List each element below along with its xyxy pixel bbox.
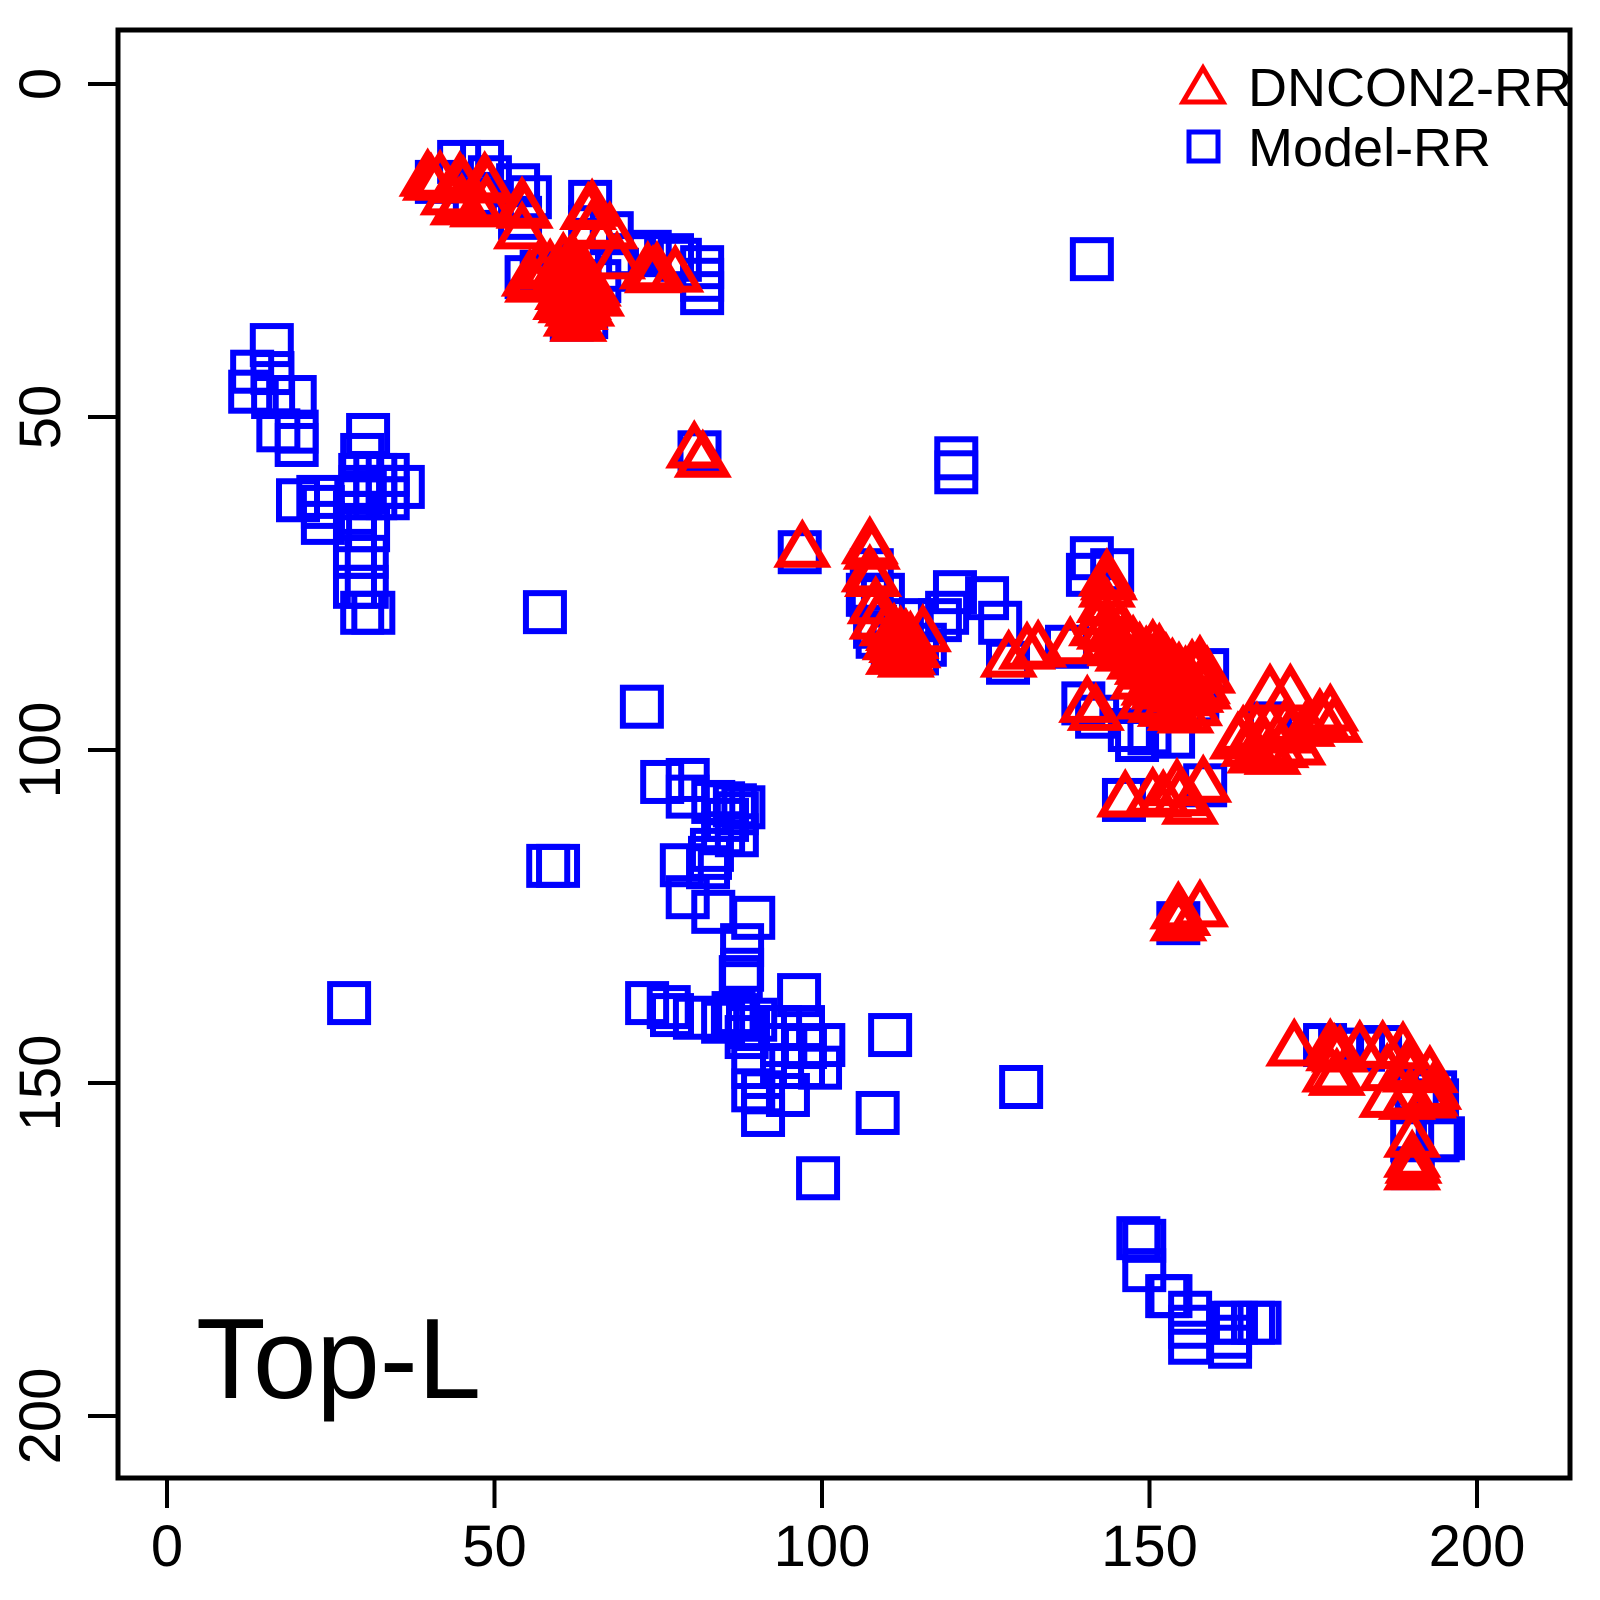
model-point (346, 508, 391, 553)
y-tick-label: 0 (8, 68, 73, 100)
dncon2-point (1164, 676, 1224, 727)
model-point (680, 271, 725, 316)
model-point (798, 1045, 843, 1090)
dncon2-point (673, 428, 732, 478)
model-point (327, 981, 372, 1026)
dncon2-point (1009, 618, 1068, 668)
model-point (344, 564, 389, 609)
dncon2-point (1170, 877, 1230, 928)
dncon2-point (1066, 681, 1125, 731)
legend: DNCON2-RR Model-RR (1178, 58, 1572, 178)
model-point (522, 590, 567, 635)
dncon2-point (1150, 766, 1209, 817)
model-point (741, 1092, 786, 1137)
model-point (659, 843, 704, 888)
model-point (650, 993, 695, 1038)
dncon2-point (1153, 886, 1212, 936)
dncon2-point (492, 199, 552, 250)
y-tick-label: 150 (8, 1035, 73, 1132)
model-point (665, 875, 710, 920)
dncon2-point (559, 180, 618, 231)
model-point (228, 369, 273, 414)
dncon2-point (457, 171, 516, 222)
dncon2-point (504, 253, 563, 303)
dncon2-point (1307, 1046, 1366, 1096)
model-point (965, 576, 1010, 621)
y-axis-ticks: 0 50 100 150 200 (8, 68, 118, 1465)
model-point (999, 1064, 1044, 1109)
model-point (380, 464, 425, 509)
model-point (276, 478, 320, 523)
model-point (714, 813, 759, 858)
dncon2-point (1400, 1043, 1459, 1094)
legend-label-model: Model-RR (1248, 118, 1491, 178)
model-point (796, 1156, 841, 1201)
x-tick-label: 100 (774, 1514, 871, 1579)
dncon2-point (1268, 716, 1327, 766)
model-point (741, 1070, 786, 1115)
model-point (701, 999, 746, 1044)
dncon2-point (1290, 686, 1349, 737)
dncon2-point (495, 179, 554, 229)
x-tick-label: 150 (1101, 1514, 1198, 1579)
dncon2-point (773, 518, 832, 568)
model-point (934, 450, 979, 495)
model-point (627, 229, 672, 274)
model-point (344, 534, 389, 579)
dncon2-point (587, 229, 647, 280)
y-tick-label: 200 (8, 1368, 73, 1465)
x-axis-ticks: 0 50 100 150 200 (151, 1478, 1526, 1579)
model-point (1069, 237, 1114, 282)
x-tick-label: 0 (151, 1514, 183, 1579)
dncon2-point (1243, 725, 1302, 775)
dncon2-point (843, 547, 903, 598)
legend-triangle-icon (1178, 63, 1228, 105)
dncon2-point (842, 520, 901, 570)
dncon2-point (1403, 1060, 1463, 1110)
dncon2-point (1265, 1017, 1324, 1067)
dncon2-point (1156, 684, 1215, 734)
legend-label-dncon2: DNCON2-RR (1248, 58, 1572, 118)
model-point (274, 422, 319, 467)
model-point (640, 759, 685, 804)
model-point (934, 436, 979, 481)
x-tick-label: 200 (1429, 1514, 1526, 1579)
x-tick-label: 50 (462, 1514, 527, 1579)
dncon2-point (1305, 693, 1364, 743)
model-point (932, 570, 977, 615)
model-point (300, 500, 345, 545)
y-tick-label: 100 (8, 702, 73, 799)
plot-title: Top-L (196, 1296, 481, 1423)
plot-border (115, 27, 1573, 1481)
model-point (619, 684, 664, 729)
legend-square-icon (1186, 129, 1221, 164)
model-point (1208, 1324, 1253, 1369)
dncon2-point (1160, 775, 1220, 825)
dncon2-point (566, 267, 626, 317)
model-point (733, 997, 778, 1042)
dncon2-point (1383, 1141, 1442, 1191)
dncon2-point (646, 243, 705, 293)
dncon2-point (876, 628, 935, 678)
dncon2-rr-points (398, 147, 1463, 1191)
y-tick-label: 50 (8, 385, 73, 450)
model-point (536, 843, 581, 888)
model-point (731, 895, 776, 940)
dncon2-point (549, 292, 608, 342)
model-point (1122, 1218, 1167, 1263)
model-point (526, 843, 571, 888)
model-point (1237, 1300, 1282, 1345)
dncon2-point (448, 177, 508, 228)
model-point (855, 1090, 900, 1135)
model-point (646, 985, 691, 1030)
model-point (1122, 1248, 1167, 1293)
model-point (868, 1013, 913, 1058)
model-point (978, 600, 1023, 645)
dncon2-point (893, 602, 952, 653)
model-point (351, 590, 396, 635)
model-point (720, 923, 765, 968)
model-point (731, 1045, 776, 1090)
